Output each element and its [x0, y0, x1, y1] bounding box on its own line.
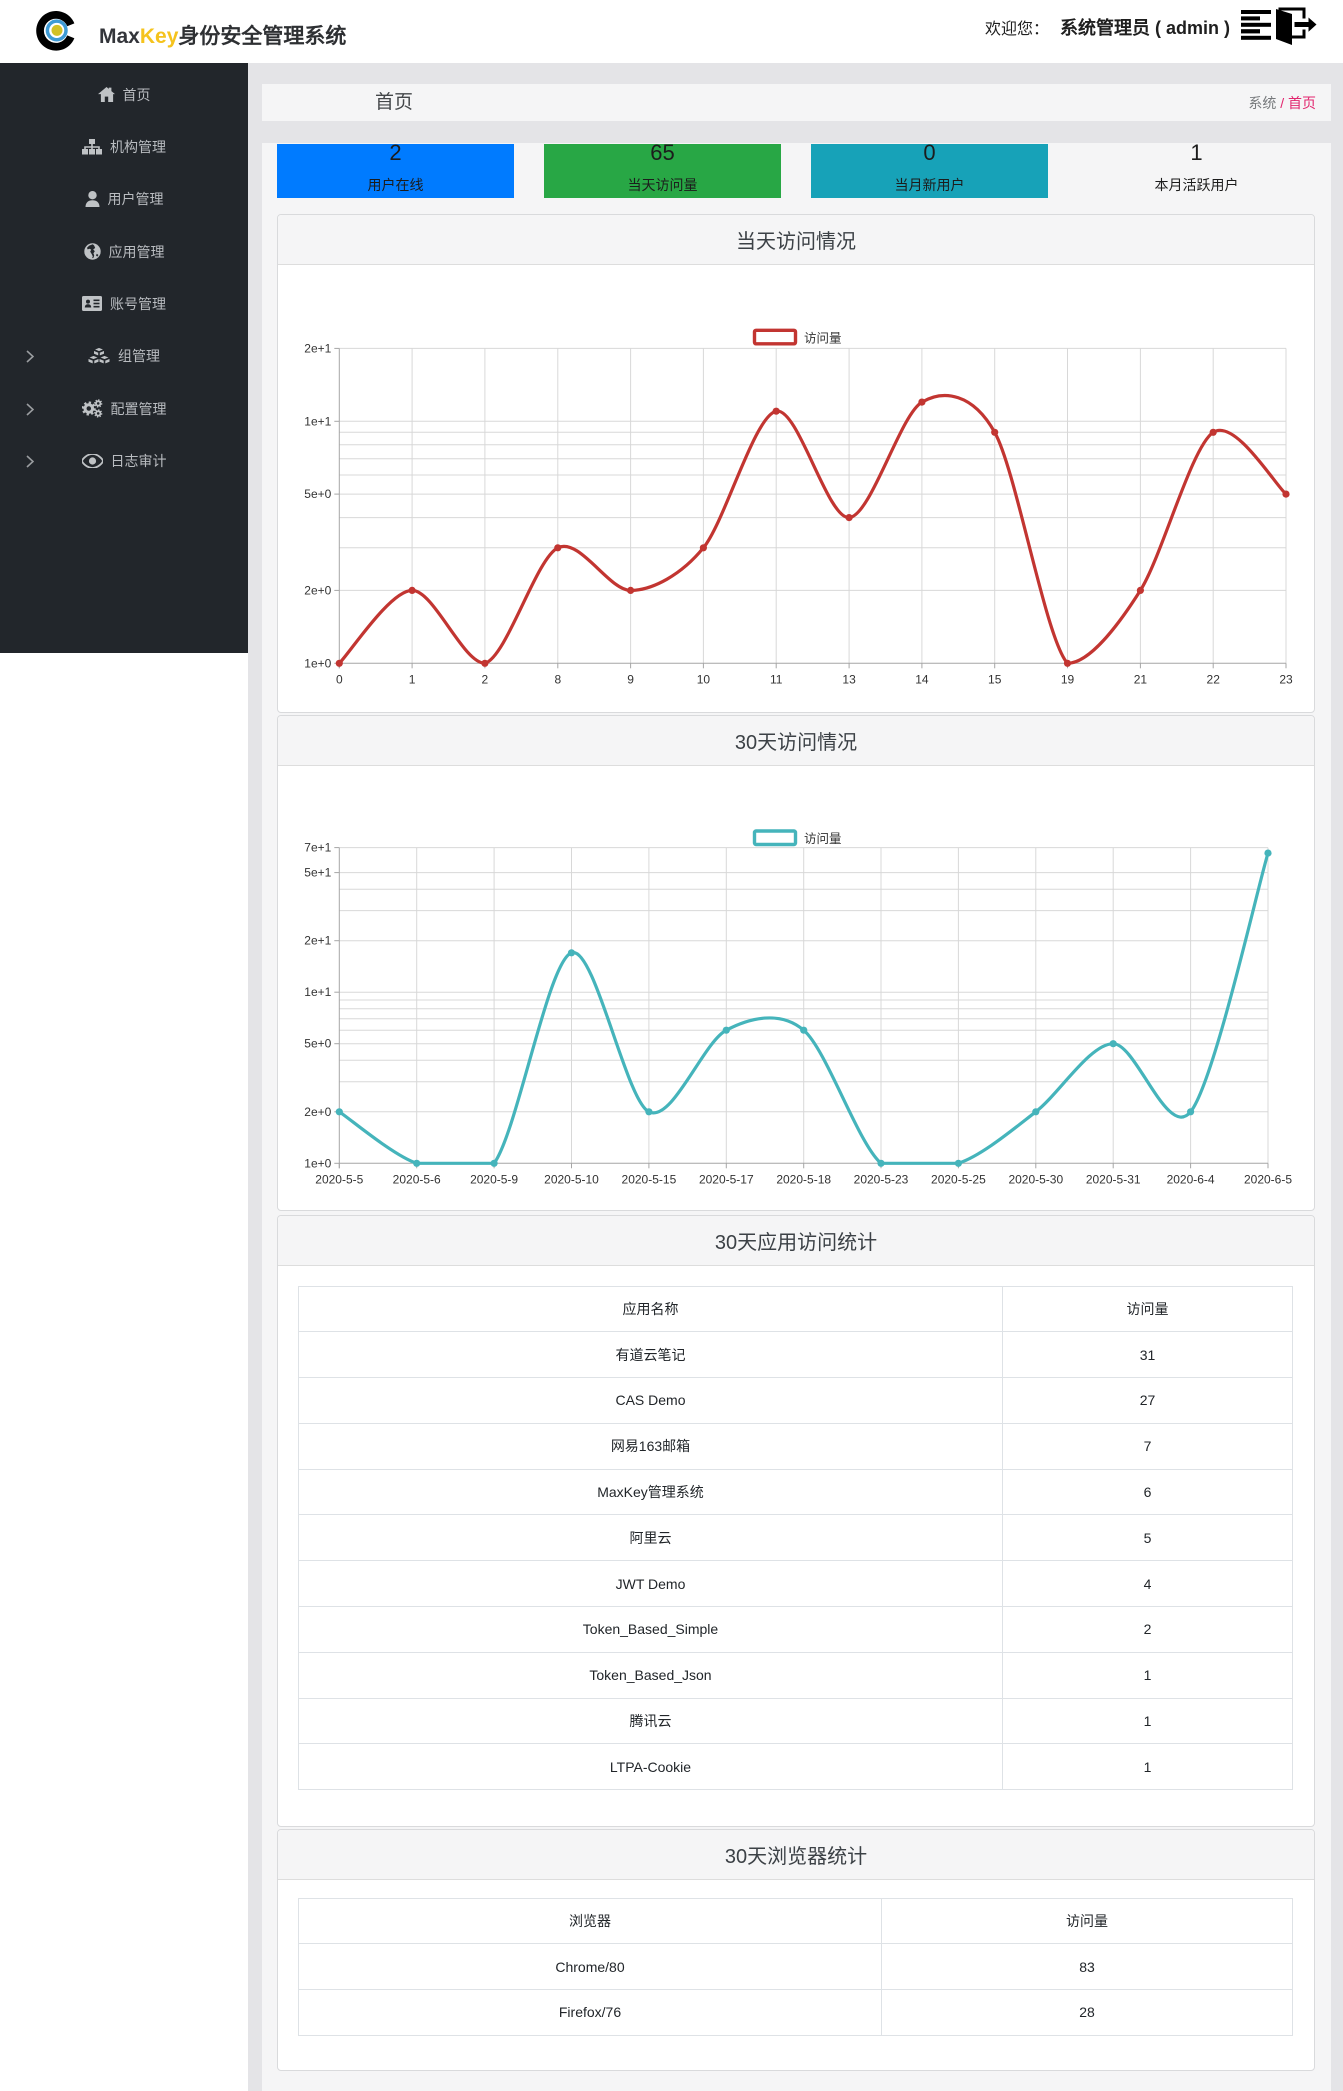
svg-text:2020-6-4: 2020-6-4: [1167, 1173, 1215, 1187]
svg-text:2020-5-17: 2020-5-17: [699, 1173, 754, 1187]
svg-text:15: 15: [988, 673, 1002, 687]
svg-text:2020-5-10: 2020-5-10: [544, 1173, 599, 1187]
svg-text:22: 22: [1207, 673, 1221, 687]
svg-text:2020-5-6: 2020-5-6: [393, 1173, 441, 1187]
svg-text:13: 13: [842, 673, 856, 687]
svg-text:2020-5-15: 2020-5-15: [622, 1173, 677, 1187]
svg-text:2020-5-5: 2020-5-5: [315, 1173, 363, 1187]
svg-text:1e+0: 1e+0: [304, 1156, 331, 1170]
svg-text:0: 0: [336, 673, 343, 687]
svg-text:21: 21: [1134, 673, 1148, 687]
svg-text:访问量: 访问量: [804, 832, 842, 846]
svg-text:2020-5-25: 2020-5-25: [931, 1173, 986, 1187]
svg-text:5e+0: 5e+0: [304, 1037, 331, 1051]
svg-text:2020-5-30: 2020-5-30: [1008, 1173, 1063, 1187]
svg-text:5e+1: 5e+1: [304, 866, 331, 880]
svg-text:1: 1: [409, 673, 416, 687]
svg-text:访问量: 访问量: [804, 331, 842, 345]
svg-text:9: 9: [627, 673, 634, 687]
svg-text:1e+1: 1e+1: [304, 414, 331, 428]
svg-text:7e+1: 7e+1: [304, 841, 331, 855]
svg-text:2: 2: [482, 673, 489, 687]
svg-text:2020-5-23: 2020-5-23: [854, 1173, 909, 1187]
svg-text:14: 14: [915, 673, 929, 687]
svg-text:2020-5-9: 2020-5-9: [470, 1173, 518, 1187]
svg-text:8: 8: [554, 673, 561, 687]
svg-text:2e+0: 2e+0: [304, 583, 331, 597]
svg-text:5e+0: 5e+0: [304, 487, 331, 501]
svg-text:2020-5-18: 2020-5-18: [776, 1173, 831, 1187]
svg-text:2020-5-31: 2020-5-31: [1086, 1173, 1141, 1187]
svg-text:2020-6-5: 2020-6-5: [1244, 1173, 1292, 1187]
svg-text:2e+1: 2e+1: [304, 934, 331, 948]
svg-text:2e+0: 2e+0: [304, 1105, 331, 1119]
svg-text:2e+1: 2e+1: [304, 341, 331, 355]
svg-text:1e+0: 1e+0: [304, 656, 331, 670]
svg-text:23: 23: [1279, 673, 1293, 687]
svg-text:1e+1: 1e+1: [304, 985, 331, 999]
svg-text:19: 19: [1061, 673, 1075, 687]
svg-text:10: 10: [697, 673, 711, 687]
svg-text:11: 11: [770, 673, 783, 687]
